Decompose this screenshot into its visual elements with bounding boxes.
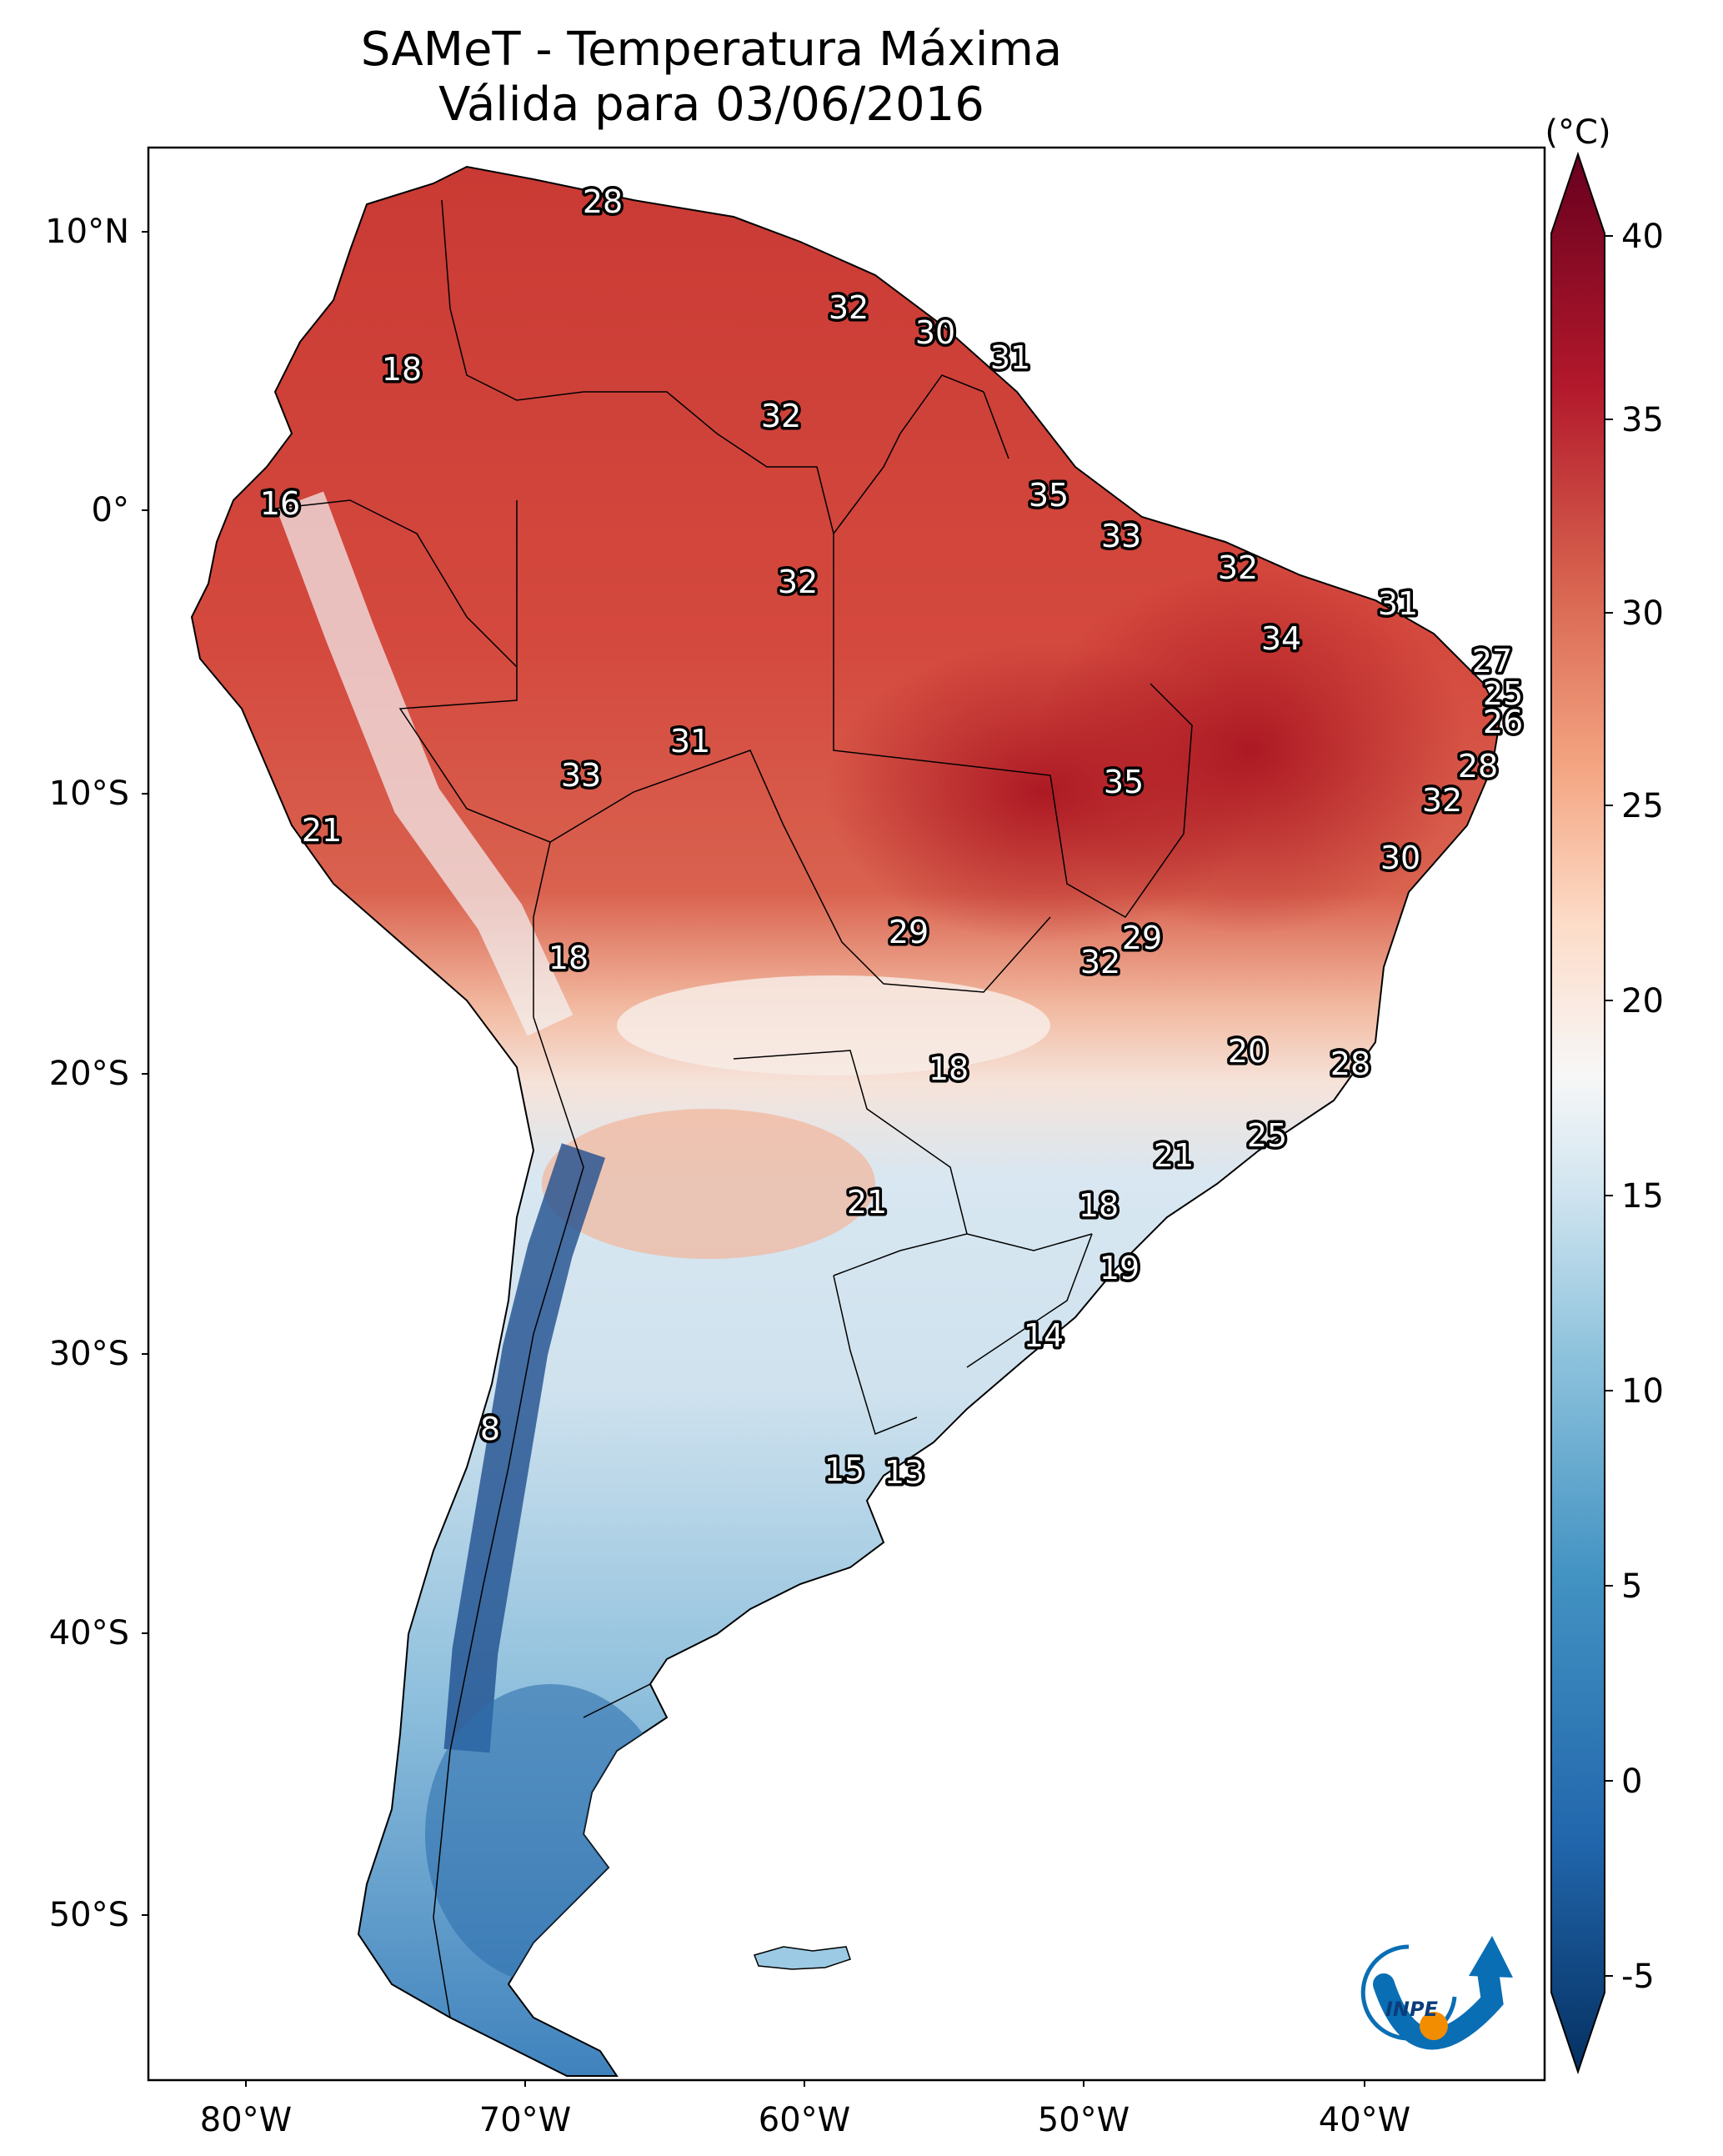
contour-label: 28	[1330, 1045, 1370, 1082]
contour-label: 26	[1483, 704, 1523, 740]
contour-label: 35	[1104, 764, 1144, 800]
colorbar-tick-label: 20	[1621, 982, 1664, 1020]
contour-label: 30	[915, 314, 955, 351]
colorbar-tick-label: 0	[1621, 1762, 1642, 1801]
contour-label: 28	[583, 183, 623, 220]
contour-label: 32	[778, 564, 818, 600]
contour-label: 8	[480, 1411, 500, 1447]
contour-label: 15	[824, 1452, 864, 1488]
country-borders	[274, 199, 1193, 2018]
contour-label: 16	[260, 485, 300, 522]
latitude-axis: 10°N 0° 10°S 20°S 30°S 40°S 50°S	[45, 213, 148, 1934]
contour-label: 18	[929, 1050, 969, 1087]
contour-label: 33	[561, 757, 601, 794]
inpe-logo: INPE	[1360, 1936, 1513, 2050]
colorbar-tick-label: 15	[1621, 1177, 1664, 1216]
lat-label: 50°S	[49, 1896, 129, 1934]
lon-label: 50°W	[1038, 2101, 1129, 2139]
contour-label: 20	[1228, 1033, 1268, 1070]
falkland-islands	[754, 1946, 851, 1970]
lat-label: 30°S	[49, 1335, 129, 1373]
contour-label: 34	[1261, 620, 1301, 657]
contour-label: 32	[1218, 549, 1258, 586]
contour-label: 32	[1080, 944, 1120, 980]
contour-label: 33	[1101, 518, 1141, 554]
logo-sun-dot	[1420, 2012, 1448, 2040]
contour-label: 21	[302, 812, 342, 849]
lat-label: 0°	[92, 491, 129, 529]
colorbar-tick-label: -5	[1621, 1958, 1655, 1996]
map-title: SAMeT - Temperatura Máxima	[360, 23, 1063, 77]
lon-label: 80°W	[200, 2101, 292, 2139]
hot-core-central	[825, 642, 1259, 942]
colorbar-tick-label: 5	[1621, 1567, 1642, 1606]
logo-text: INPE	[1385, 1998, 1439, 2021]
lon-label: 40°W	[1319, 2101, 1410, 2139]
logo-arrow-icon	[1469, 1936, 1513, 1978]
contour-label: 31	[1378, 585, 1418, 622]
contour-label: 29	[1122, 920, 1162, 956]
contour-label: 25	[1483, 675, 1523, 712]
contour-label: 29	[889, 914, 929, 950]
lon-label: 60°W	[759, 2101, 850, 2139]
chaco-warm-patch	[542, 1109, 875, 1259]
contour-labels: 28 32 30 31 18 32 16 35 33 32 32 31 34 2…	[257, 181, 1525, 1494]
lat-label: 20°S	[49, 1055, 129, 1093]
colorbar-tick-label: 25	[1621, 787, 1664, 825]
lat-label: 40°S	[49, 1614, 129, 1652]
contour-label: 19	[1099, 1250, 1139, 1286]
longitude-axis: 80°W 70°W 60°W 50°W 40°W	[200, 2080, 1410, 2139]
lon-label: 70°W	[479, 2101, 571, 2139]
contour-label: 25	[1247, 1117, 1287, 1154]
colorbar-tick-label: 10	[1621, 1372, 1664, 1411]
colorbar-unit: (°C)	[1545, 113, 1610, 152]
contour-label: 30	[1380, 840, 1420, 876]
colorbar-tick-label: 40	[1621, 218, 1664, 256]
contour-label: 32	[829, 289, 869, 326]
colorbar: (°C) 40 35 30 25 20 15 10 5 0 -5	[1545, 113, 1664, 2075]
andes-cold-ridge	[443, 1143, 606, 1753]
map-subtitle: Válida para 03/06/2016	[438, 78, 984, 132]
lat-label: 10°N	[45, 213, 129, 251]
contour-label: 31	[670, 723, 710, 760]
contour-label: 13	[884, 1454, 924, 1491]
contour-label: 35	[1029, 477, 1069, 514]
contour-label: 28	[1458, 748, 1498, 785]
lat-label: 10°S	[49, 775, 129, 813]
contour-label: 21	[1154, 1137, 1194, 1174]
contour-label: 14	[1024, 1317, 1064, 1354]
contour-label: 32	[761, 398, 801, 434]
contour-label: 27	[1472, 643, 1512, 679]
colorbar-bar	[1550, 151, 1605, 2075]
colorbar-tick-label: 30	[1621, 594, 1664, 633]
contour-label: 18	[548, 940, 589, 976]
contour-label: 32	[1422, 782, 1462, 819]
transition-band	[617, 975, 1050, 1075]
contour-label: 21	[847, 1184, 887, 1221]
colorbar-tick-label: 35	[1621, 401, 1664, 439]
contour-label: 18	[1079, 1187, 1119, 1224]
contour-label: 31	[990, 339, 1030, 376]
contour-label: 18	[382, 351, 422, 388]
andes-cool-north	[276, 491, 573, 1036]
